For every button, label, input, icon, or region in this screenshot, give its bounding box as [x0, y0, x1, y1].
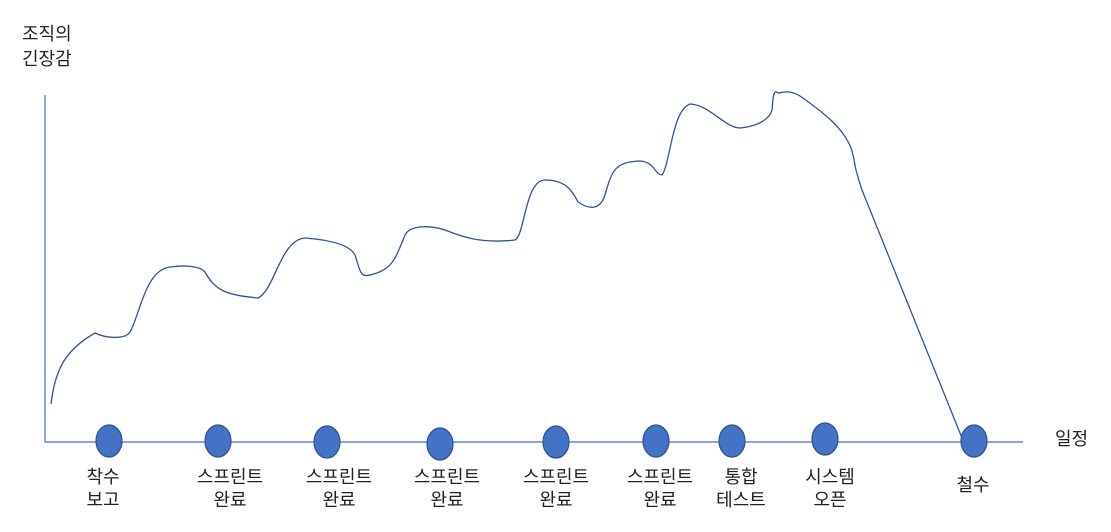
- milestone-label: 완료: [430, 490, 463, 510]
- milestone-dot: [426, 427, 454, 461]
- milestone-label: 시스템: [805, 467, 855, 487]
- milestone-label: 완료: [539, 490, 572, 510]
- milestone-dot: [960, 424, 988, 458]
- milestone-dot: [313, 425, 341, 459]
- milestone-label: 스프린트: [414, 467, 480, 487]
- y-axis-label: 조직의: [22, 24, 72, 44]
- milestone-label: 테스트: [716, 490, 766, 510]
- milestone-label: 착수: [86, 467, 119, 487]
- milestone-dot: [811, 422, 839, 456]
- milestone-label: 스프린트: [627, 467, 693, 487]
- milestone-label: 철수: [956, 475, 989, 495]
- milestone-label: 완료: [213, 490, 246, 510]
- milestone-label: 오픈: [813, 490, 846, 510]
- milestone-dot: [542, 425, 570, 459]
- milestone-label: 통합: [724, 467, 757, 487]
- milestone-dot: [95, 424, 123, 458]
- milestone-dot: [204, 424, 232, 458]
- milestone-label: 완료: [643, 490, 676, 510]
- milestone-label: 스프린트: [197, 467, 263, 487]
- milestone-label: 스프린트: [306, 467, 372, 487]
- milestone-dot: [642, 424, 670, 458]
- x-axis-label: 일정: [1055, 429, 1088, 449]
- tension-curve: [50, 91, 963, 439]
- milestone-label: 보고: [86, 490, 119, 510]
- y-axis-label: 긴장감: [22, 49, 72, 69]
- milestone-dot: [718, 424, 746, 458]
- milestone-label: 스프린트: [523, 467, 589, 487]
- milestone-label: 완료: [322, 490, 355, 510]
